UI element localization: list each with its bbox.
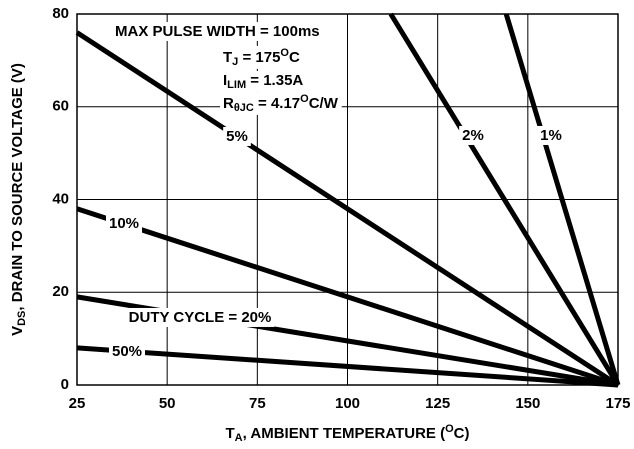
line bbox=[75, 30, 620, 388]
annotation-background bbox=[220, 45, 303, 69]
label-background bbox=[459, 125, 487, 145]
y-tick-label: 20 bbox=[52, 283, 69, 300]
line-label: 5% bbox=[226, 128, 248, 145]
x-axis-label-part: T bbox=[225, 425, 234, 442]
line bbox=[388, 12, 621, 387]
annotation-part: R bbox=[223, 95, 234, 112]
annotation-background bbox=[112, 21, 323, 41]
line-label: 1% bbox=[540, 127, 562, 144]
x-axis-label: TA, AMBIENT TEMPERATURE (OC) bbox=[225, 423, 469, 444]
annotation-background bbox=[220, 91, 342, 115]
label-background bbox=[125, 307, 275, 327]
x-tick-label: 50 bbox=[159, 395, 176, 412]
x-tick-label: 25 bbox=[69, 395, 86, 412]
x-tick-label: 125 bbox=[425, 395, 450, 412]
annotation: ILIM = 1.35A bbox=[223, 72, 303, 91]
line-label: 50% bbox=[112, 343, 142, 360]
x-axis-label-part: , AMBIENT TEMPERATURE ( bbox=[243, 425, 446, 442]
annotation-part: MAX PULSE WIDTH = 100ms bbox=[115, 23, 320, 40]
annotation-part: C/W bbox=[309, 95, 339, 112]
annotation-part: = 175 bbox=[238, 49, 280, 66]
x-tick-label: 100 bbox=[335, 395, 360, 412]
annotation-part: I bbox=[223, 72, 227, 89]
line bbox=[76, 345, 619, 388]
annotation-part: = 1.35A bbox=[246, 72, 303, 89]
label-background bbox=[105, 213, 143, 233]
x-axis-label-part: O bbox=[445, 423, 454, 435]
line bbox=[76, 206, 619, 388]
plot-frame bbox=[76, 13, 619, 386]
annotation: MAX PULSE WIDTH = 100ms bbox=[115, 23, 320, 40]
annotation: TJ = 175OC bbox=[223, 47, 300, 68]
y-axis-label-part: V bbox=[9, 326, 26, 336]
line-label: DUTY CYCLE = 20% bbox=[129, 309, 272, 326]
y-axis-label-part: , DRAIN TO SOURCE VOLTAGE (V) bbox=[9, 63, 26, 311]
line-label: 2% bbox=[462, 127, 484, 144]
x-tick-label: 150 bbox=[515, 395, 540, 412]
x-axis-label-part: C) bbox=[454, 425, 470, 442]
y-tick-label: 0 bbox=[61, 376, 69, 393]
annotation-background bbox=[220, 70, 307, 92]
y-axis-label: VDS, DRAIN TO SOURCE VOLTAGE (V) bbox=[9, 63, 28, 336]
annotation: RθJC = 4.17OC/W bbox=[223, 93, 339, 114]
label-background bbox=[537, 125, 565, 145]
annotation-part: O bbox=[300, 93, 309, 105]
y-tick-label: 40 bbox=[52, 190, 69, 207]
y-tick-label: 80 bbox=[52, 5, 69, 22]
annotation-part: J bbox=[232, 56, 238, 68]
annotation-part: θJC bbox=[234, 102, 254, 114]
line bbox=[503, 13, 621, 386]
annotation-part: C bbox=[289, 49, 300, 66]
y-tick-label: 60 bbox=[52, 98, 69, 115]
annotation-part: = 4.17 bbox=[254, 95, 300, 112]
line-label: 10% bbox=[109, 215, 139, 232]
label-background bbox=[108, 341, 146, 361]
x-tick-label: 75 bbox=[249, 395, 266, 412]
label-background bbox=[223, 126, 251, 146]
annotation-part: O bbox=[280, 47, 289, 59]
x-tick-label: 175 bbox=[605, 395, 630, 412]
annotation-part: LIM bbox=[227, 79, 246, 91]
x-axis-label-part: A bbox=[235, 432, 243, 444]
y-axis-label-part: DS bbox=[16, 311, 28, 326]
annotation-part: T bbox=[223, 49, 232, 66]
